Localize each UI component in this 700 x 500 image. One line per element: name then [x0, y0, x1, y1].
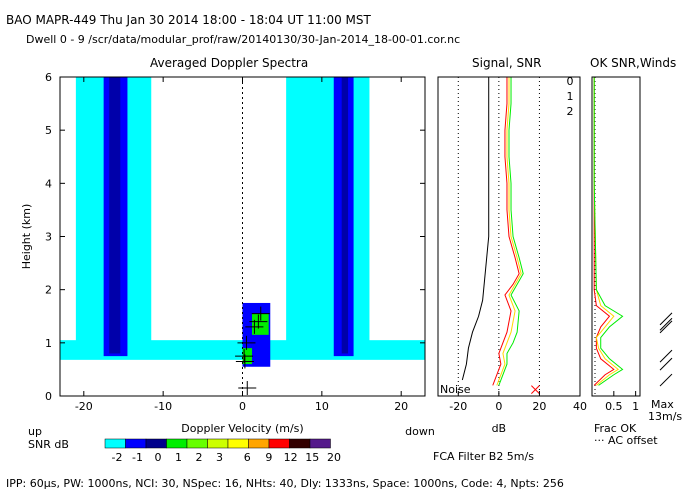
header-file-path: Dwell 0 - 9 /scr/data/modular_prof/raw/2… — [26, 33, 461, 46]
winds-title: OK SNR,Winds — [590, 56, 677, 70]
winds-legend-label: 0 — [567, 75, 574, 88]
header-title: BAO MAPR-449 Thu Jan 30 2014 18:00 - 18:… — [6, 13, 371, 27]
spectra-down-label: down — [405, 425, 435, 438]
snr-x-label: dB — [492, 422, 507, 435]
spectra-y-tick-label: 5 — [45, 124, 52, 137]
snr-series-line — [492, 77, 520, 386]
snr-x-tick-label: 40 — [573, 400, 587, 413]
snr-series-line — [496, 77, 522, 386]
spectra-up-label: up — [28, 425, 42, 438]
snr-marker-b — [531, 385, 540, 394]
spectra-title: Averaged Doppler Spectra — [150, 56, 309, 70]
snr-x-tick-label: -20 — [449, 400, 467, 413]
max-value-label: 13m/s — [648, 410, 682, 423]
wind-arrow — [659, 373, 673, 387]
colorbar-swatch — [166, 438, 188, 449]
wind-arrow — [659, 349, 673, 363]
spectra-y-tick-label: 0 — [45, 390, 52, 403]
winds-legend-label: 1 — [567, 90, 574, 103]
colorbar-swatch — [104, 438, 126, 449]
colorbar-swatch — [145, 438, 167, 449]
colorbar-swatch — [125, 438, 147, 449]
colorbar-level-label: 15 — [305, 451, 319, 464]
winds-series-line — [593, 77, 620, 386]
colorbar-swatch — [186, 438, 208, 449]
winds-x-tick-label: 0.5 — [605, 400, 623, 413]
colorbar-label: SNR dB — [28, 438, 69, 451]
snr-series-line — [498, 77, 524, 386]
spectra-x-label: Doppler Velocity (m/s) — [181, 422, 303, 435]
colorbar-level-label: 2 — [196, 451, 203, 464]
colorbar-swatch — [227, 438, 249, 449]
wind-arrow — [659, 320, 673, 334]
snr-x-tick-label: 0 — [495, 400, 502, 413]
spectra-y-tick-label: 4 — [45, 177, 52, 190]
spectra-x-tick-label: 10 — [315, 400, 329, 413]
colorbar-level-label: 12 — [284, 451, 298, 464]
wind-arrow — [659, 312, 673, 326]
colorbar-swatch — [268, 438, 290, 449]
wind-arrow — [659, 317, 673, 331]
colorbar-swatch — [289, 438, 311, 449]
colorbar-level-label: 6 — [244, 451, 251, 464]
colorbar-level-label: 20 — [327, 451, 341, 464]
winds-series-line — [593, 77, 624, 386]
spectra-band-cyan-right — [286, 77, 370, 354]
ac-offset-label: ··· AC offset — [594, 434, 658, 447]
snr-frame — [437, 76, 581, 397]
spectra-y-tick-label: 6 — [45, 71, 52, 84]
colorbar-level-label: 1 — [175, 451, 182, 464]
winds-x-tick-label: 1 — [632, 400, 639, 413]
colorbar-swatch — [207, 438, 229, 449]
spectra-y-label: Height (km) — [20, 204, 33, 270]
colorbar-level-label: -2 — [112, 451, 123, 464]
spectra-y-tick-label: 2 — [45, 284, 52, 297]
spectra-y-tick-label: 1 — [45, 337, 52, 350]
frac-ok-label: Frac OK — [594, 422, 637, 435]
footer-parameters: IPP: 60μs, PW: 1000ns, NCI: 30, NSpec: 1… — [6, 477, 564, 490]
colorbar-level-label: 3 — [216, 451, 223, 464]
spectra-y-tick-label: 3 — [45, 231, 52, 244]
colorbar-swatch — [309, 438, 331, 449]
winds-series-line — [593, 77, 615, 386]
spectra-x-tick-label: -20 — [75, 400, 93, 413]
colorbar-level-label: 9 — [265, 451, 272, 464]
snr-series-line — [461, 77, 490, 381]
snr-title: Signal, SNR — [472, 56, 542, 70]
max-label: Max — [651, 398, 674, 411]
spectra-band-green-upper — [252, 313, 269, 335]
colorbar-swatch — [248, 438, 270, 449]
spectra-band-navy-right — [341, 77, 349, 354]
spectra-x-tick-label: -10 — [154, 400, 172, 413]
spectra-band-navy-left — [109, 77, 121, 354]
noise-label: Noise — [440, 383, 471, 396]
fca-filter-label: FCA Filter B2 5m/s — [433, 450, 534, 463]
colorbar-level-label: 0 — [155, 451, 162, 464]
spectra-x-tick-label: 0 — [239, 400, 246, 413]
winds-legend-label: 2 — [567, 105, 574, 118]
colorbar-level-label: -1 — [132, 451, 143, 464]
wind-arrow — [659, 357, 673, 371]
winds-frame — [591, 76, 641, 397]
snr-x-tick-label: 20 — [532, 400, 546, 413]
spectra-x-tick-label: 20 — [394, 400, 408, 413]
